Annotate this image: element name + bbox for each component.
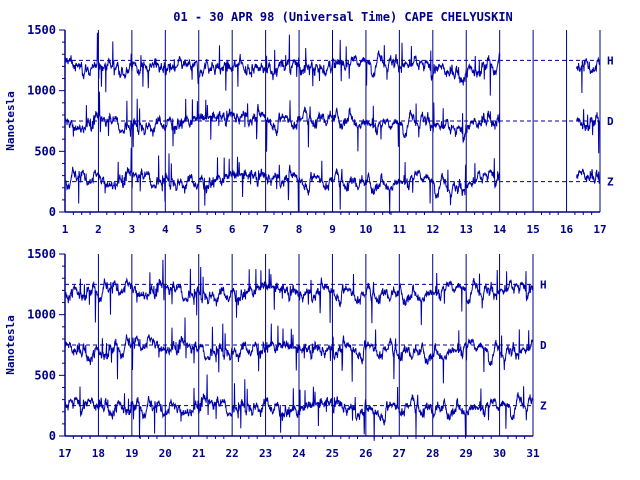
y-axis-label: Nanotesla: [4, 91, 17, 151]
top-panel: 1 2 3 4 5 6 7 8 9 10 11 12 13 14 15 16 17050010001500Nan…: [4, 23, 614, 236]
x-tick-label: 27: [393, 447, 406, 460]
x-tick-label: 4: [162, 223, 169, 236]
x-tick-label: 11: [393, 223, 407, 236]
component-label-Z: Z: [607, 176, 614, 189]
trace-Z: [64, 147, 501, 215]
x-tick-label: 7: [262, 223, 269, 236]
bottom-panel: 17 18 19 20 21 22 23 24 25 26 27 28 29 30 31 0 500 1000 15…: [4, 247, 547, 460]
x-tick-label: 14: [493, 223, 507, 236]
x-tick-label: 6: [229, 223, 236, 236]
trace-D: [576, 109, 601, 154]
x-tick-label: 1: [62, 223, 69, 236]
x-tick-label: 18: [92, 447, 105, 460]
x-tick-label: 5: [195, 223, 202, 236]
trace-D: [64, 317, 534, 384]
x-tick-label: 25: [326, 447, 339, 460]
x-tick-label: 24: [292, 447, 306, 460]
x-tick-label: 22: [226, 447, 239, 460]
y-tick-label: 1000: [27, 84, 56, 98]
component-label-H: H: [607, 54, 614, 67]
x-tick-label: 9: [329, 223, 336, 236]
trace-H: [64, 259, 534, 326]
y-tick-label: 0: [49, 205, 56, 219]
x-tick-label: 12: [426, 223, 439, 236]
component-label-H: H: [540, 278, 547, 291]
x-tick-label: 17: [593, 223, 606, 236]
x-tick-label: 10: [359, 223, 372, 236]
y-tick-label: 1500: [27, 247, 56, 261]
trace-Z: [64, 374, 534, 441]
y-tick-label: 500: [34, 368, 56, 382]
x-tick-label: 29: [460, 447, 473, 460]
trace-Z: [576, 168, 601, 185]
x-tick-label: 20: [159, 447, 172, 460]
trace-H: [576, 56, 601, 94]
x-tick-label: 15: [527, 223, 540, 236]
component-label-D: D: [607, 115, 614, 128]
component-label-D: D: [540, 339, 547, 352]
x-tick-label: 21: [192, 447, 206, 460]
x-tick-label: 13: [460, 223, 473, 236]
x-tick-label: 31: [526, 447, 540, 460]
y-tick-label: 1500: [27, 23, 56, 37]
x-tick-label: 17: [58, 447, 71, 460]
x-tick-label: 2: [95, 223, 102, 236]
x-tick-label: 8: [296, 223, 303, 236]
trace-H: [64, 32, 501, 96]
y-tick-label: 0: [49, 429, 56, 443]
chart-title: 01 - 30 APR 98 (Universal Time) CAPE CHE…: [173, 10, 513, 24]
y-axis-label: Nanotesla: [4, 315, 17, 375]
x-tick-label: 23: [259, 447, 272, 460]
x-tick-label: 3: [129, 223, 136, 236]
y-tick-label: 500: [34, 144, 56, 158]
x-tick-label: 30: [493, 447, 506, 460]
x-tick-label: 26: [359, 447, 373, 460]
y-tick-label: 1000: [27, 308, 56, 322]
x-tick-label: 28: [426, 447, 439, 460]
component-label-Z: Z: [540, 400, 547, 413]
x-tick-label: 19: [125, 447, 138, 460]
x-tick-label: 16: [560, 223, 574, 236]
trace-D: [64, 91, 501, 152]
